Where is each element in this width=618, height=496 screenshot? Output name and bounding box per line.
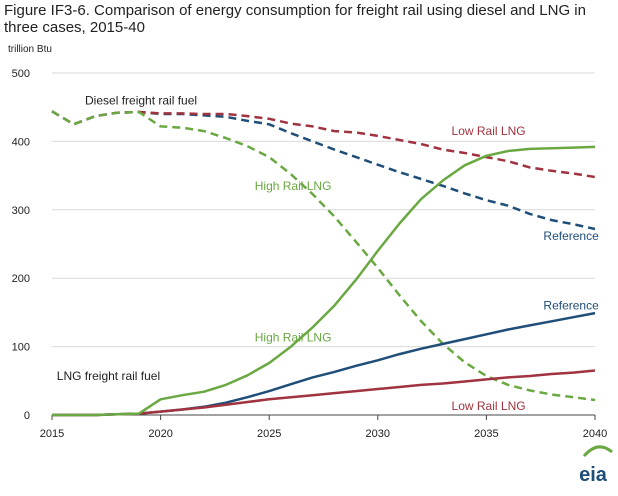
y-axis-units: trillion Btu	[8, 44, 52, 55]
series-line	[52, 369, 596, 417]
series-annotation: LNG freight rail fuel	[57, 369, 160, 383]
eia-logo: eia	[579, 445, 613, 486]
x-tick-label: 2015	[40, 428, 64, 440]
series-annotation: Reference	[543, 229, 599, 243]
eia-logo-swoosh	[582, 445, 613, 458]
y-tick-label: 0	[24, 410, 30, 422]
series-line	[52, 145, 596, 417]
x-tick-label: 2040	[583, 428, 607, 440]
series-annotation: High Rail LNG	[255, 331, 332, 345]
series-annotation: Low Rail LNG	[452, 399, 526, 413]
eia-logo-text: eia	[579, 464, 608, 486]
y-tick-label: 500	[12, 68, 30, 80]
x-tick-label: 2030	[366, 428, 390, 440]
series-line	[51, 110, 596, 179]
y-tick-label: 200	[12, 273, 30, 285]
series-annotation: Low Rail LNG	[452, 124, 526, 138]
x-tick-label: 2025	[257, 428, 281, 440]
series-line	[51, 110, 596, 402]
series-annotation: Diesel freight rail fuel	[85, 93, 197, 107]
y-tick-label: 300	[12, 205, 30, 217]
y-tick-label: 400	[12, 136, 30, 148]
x-tick-label: 2035	[474, 428, 498, 440]
series-annotation: High Rail LNG	[255, 179, 332, 193]
chart-title: Figure IF3-6. Comparison of energy consu…	[4, 2, 586, 36]
series-annotation: Reference	[543, 299, 599, 313]
y-tick-label: 100	[12, 342, 30, 354]
x-tick-label: 2020	[148, 428, 172, 440]
